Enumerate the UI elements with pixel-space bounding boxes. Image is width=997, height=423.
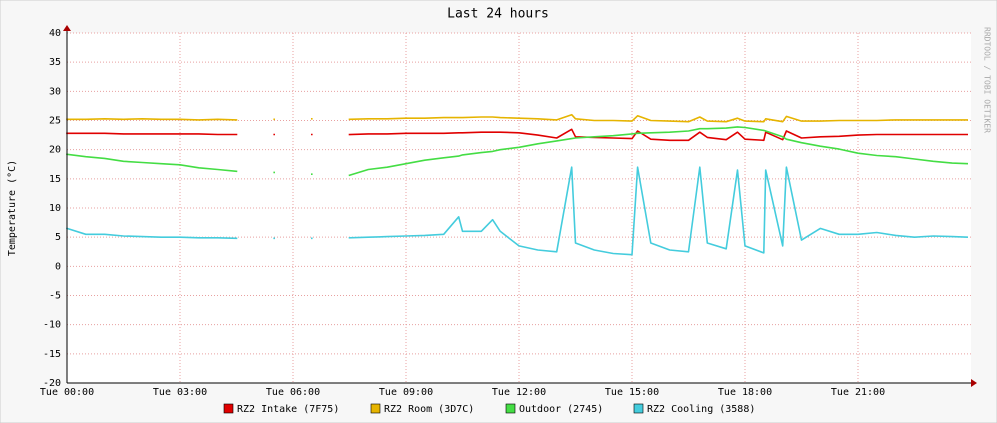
series-line [66, 126, 969, 177]
series-line [65, 166, 969, 256]
x-tick-label: Tue 03:00 [153, 387, 207, 398]
y-tick-label: -5 [49, 291, 61, 302]
x-tick-label: Tue 18:00 [718, 387, 772, 398]
x-tick-label: Tue 00:00 [40, 387, 94, 398]
x-tick-label: Tue 15:00 [605, 387, 659, 398]
axes [63, 25, 977, 387]
y-tick-label: 5 [55, 232, 61, 243]
legend-swatch [633, 403, 644, 414]
y-axis-label: Temperature (°C) [7, 160, 18, 256]
y-tick-label: 20 [49, 145, 61, 156]
chart-title: Last 24 hours [447, 7, 549, 22]
legend-label: RZ2 Cooling (3588) [647, 404, 755, 415]
series-line [66, 113, 968, 123]
watermark: RRDTOOL / TOBI OETIKER [983, 27, 992, 133]
y-tick-label: 0 [55, 261, 61, 272]
legend-label: RZ2 Intake (7F75) [237, 404, 339, 415]
y-tick-label: 40 [49, 28, 61, 39]
series-line [66, 128, 968, 142]
x-tick-label: Tue 09:00 [379, 387, 433, 398]
y-tick-label: -10 [43, 320, 61, 331]
legend: RZ2 Intake (7F75) RZ2 Room (3D7C) Outdoor … [223, 403, 755, 415]
x-arrow [971, 379, 977, 387]
lines [65, 113, 969, 256]
y-tick-label: 25 [49, 116, 61, 127]
legend-swatch [223, 403, 234, 414]
legend-label: RZ2 Room (3D7C) [384, 404, 474, 415]
x-tick-label: Tue 06:00 [266, 387, 320, 398]
legend-label: Outdoor (2745) [519, 404, 603, 415]
y-tick-label: 10 [49, 203, 61, 214]
x-tick-label: Tue 12:00 [492, 387, 546, 398]
y-arrow [63, 25, 71, 31]
x-tick-label: Tue 21:00 [831, 387, 885, 398]
y-tick-label: -15 [43, 349, 61, 360]
y-tick-label: 30 [49, 86, 61, 97]
y-tick-label: -20 [43, 378, 61, 389]
legend-swatch [505, 403, 516, 414]
y-tick-label: 35 [49, 57, 61, 68]
y-tick-label: 15 [49, 174, 61, 185]
legend-swatch [370, 403, 381, 414]
